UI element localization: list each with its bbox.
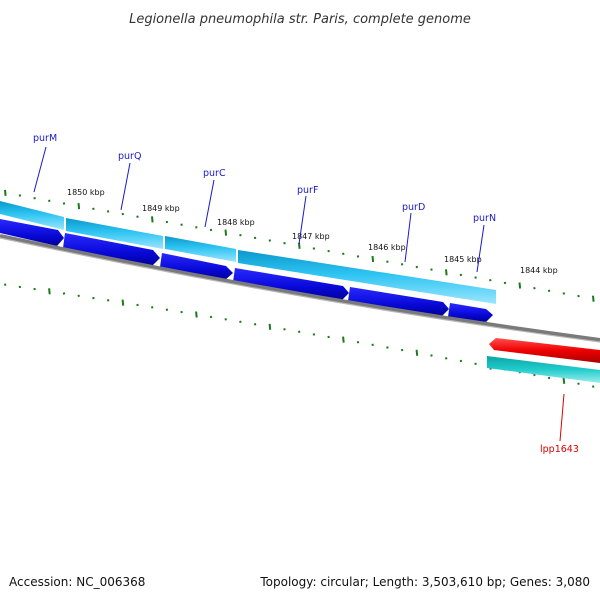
scale-labels: 1850 kbp 1849 kbp 1848 kbp 1847 kbp 1846… [67, 188, 558, 275]
tick-label: 1845 kbp [444, 255, 482, 264]
gene-track [0, 201, 496, 304]
ruler-major-tick [151, 216, 154, 223]
ruler-major-tick [195, 311, 198, 318]
gene-labels: purM purQ purC purF purD purN lpp1643 [33, 133, 579, 455]
label-leaders [33, 146, 565, 442]
teal-feature[interactable] [487, 356, 600, 383]
gene-label-purN[interactable]: purN [473, 213, 496, 224]
ruler-major-tick [4, 189, 7, 196]
gene-feature[interactable] [0, 201, 64, 230]
tick-label: 1844 kbp [520, 266, 558, 275]
ruler-major-tick [48, 288, 51, 295]
ruler-major-tick [518, 282, 522, 289]
cds-feature[interactable] [0, 219, 64, 246]
ruler-major-tick [224, 229, 228, 236]
cds-feature[interactable] [448, 303, 493, 322]
inner-ruler [4, 283, 595, 388]
gene-label-purD[interactable]: purD [402, 202, 425, 213]
gene-label-lpp1643[interactable]: lpp1643 [540, 444, 579, 455]
gene-label-purF[interactable]: purF [297, 185, 318, 196]
map-title: Legionella pneumophila str. Paris, compl… [129, 12, 471, 27]
ruler-major-tick [371, 255, 375, 263]
gene-feature[interactable] [66, 218, 163, 249]
ruler-major-tick [77, 203, 81, 210]
ruler-major-tick [121, 299, 125, 306]
ruler-major-tick [562, 377, 566, 384]
gene-label-purM[interactable]: purM [33, 133, 57, 144]
gene-feature[interactable] [238, 250, 496, 304]
tick-label: 1848 kbp [217, 218, 255, 227]
cds-feature[interactable] [348, 287, 449, 316]
ruler-major-tick [268, 323, 272, 330]
accession-text: Accession: NC_006368 [9, 575, 145, 589]
gene-feature[interactable] [165, 236, 236, 262]
cds-feature[interactable] [233, 268, 349, 300]
ruler-major-tick [415, 349, 419, 356]
cds-feature[interactable] [160, 253, 233, 280]
ruler-major-tick [445, 269, 448, 276]
genome-backbone [0, 234, 600, 342]
tick-label: 1850 kbp [67, 188, 105, 197]
red-feature[interactable] [489, 338, 600, 363]
tick-label: 1847 kbp [292, 232, 330, 241]
gene-label-purC[interactable]: purC [203, 168, 226, 179]
ruler-major-tick [342, 336, 345, 343]
outer-ruler [4, 189, 595, 302]
tick-label: 1849 kbp [142, 204, 180, 213]
gene-label-purQ[interactable]: purQ [118, 151, 141, 162]
ruler-major-tick [592, 295, 595, 302]
tick-label: 1846 kbp [368, 243, 406, 252]
genome-summary-text: Topology: circular; Length: 3,503,610 bp… [259, 575, 590, 589]
cds-track [0, 219, 493, 322]
cds-feature[interactable] [63, 233, 160, 266]
